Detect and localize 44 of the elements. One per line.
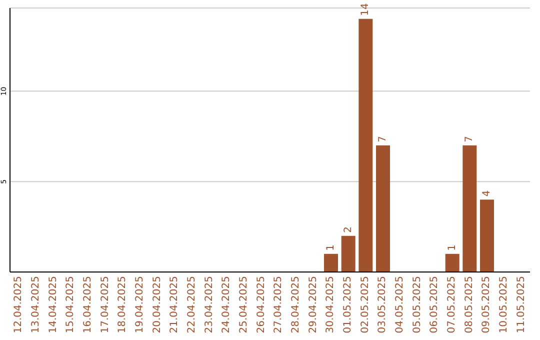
x-tick-label: 28.04.2025 <box>290 276 302 334</box>
x-tick-label: 04.05.2025 <box>394 276 406 334</box>
x-tick-label: 23.04.2025 <box>204 276 215 334</box>
x-tick-label: 30.04.2025 <box>325 276 336 334</box>
x-tick-label: 17.04.2025 <box>100 276 111 334</box>
bar <box>445 254 460 272</box>
bar <box>341 236 356 272</box>
x-tick-label: 11.05.2025 <box>516 276 527 334</box>
x-tick-label: 26.04.2025 <box>256 276 267 334</box>
bar <box>324 254 338 272</box>
x-tick-label: 21.04.2025 <box>169 276 180 334</box>
x-tick-label: 01.05.2025 <box>342 276 354 334</box>
data-label: 1 <box>446 244 458 251</box>
x-tick-label: 09.05.2025 <box>481 276 492 334</box>
data-label: 4 <box>482 190 492 197</box>
x-tick-label: 25.04.2025 <box>238 276 250 334</box>
x-tick-label: 06.05.2025 <box>429 276 440 334</box>
data-label: 2 <box>342 226 354 233</box>
x-tick-label: 22.04.2025 <box>186 276 198 334</box>
x-tick-label: 20.04.2025 <box>152 276 163 334</box>
bar <box>358 18 373 272</box>
x-tick-label: 03.05.2025 <box>377 276 388 334</box>
x-tick-label: 10.05.2025 <box>498 276 510 334</box>
x-tick-label: 13.04.2025 <box>30 276 42 334</box>
x-tick-label: 05.05.2025 <box>412 276 423 334</box>
data-label: 1 <box>326 244 336 251</box>
x-tick-label: 15.04.2025 <box>65 276 76 334</box>
x-tick-label: 16.04.2025 <box>82 276 94 334</box>
x-tick-label: 12.04.2025 <box>13 276 24 334</box>
data-label: 7 <box>464 136 476 142</box>
x-tick-label: 29.04.2025 <box>308 276 319 334</box>
x-tick-label: 07.05.2025 <box>446 276 458 334</box>
x-tick-label: 08.05.2025 <box>464 276 475 334</box>
bar <box>376 145 390 272</box>
x-tick-label: 27.04.2025 <box>273 276 284 334</box>
data-label: 7 <box>378 136 388 142</box>
x-tick-label: 18.04.2025 <box>117 276 128 334</box>
bar <box>462 145 477 272</box>
x-tick-label: 19.04.2025 <box>134 276 146 334</box>
x-tick-label: 24.04.2025 <box>221 276 232 334</box>
x-tick-label: 14.04.2025 <box>48 276 59 334</box>
data-label: 14 <box>360 3 372 16</box>
x-tick-label: 02.05.2025 <box>360 276 371 334</box>
bar <box>480 200 494 272</box>
